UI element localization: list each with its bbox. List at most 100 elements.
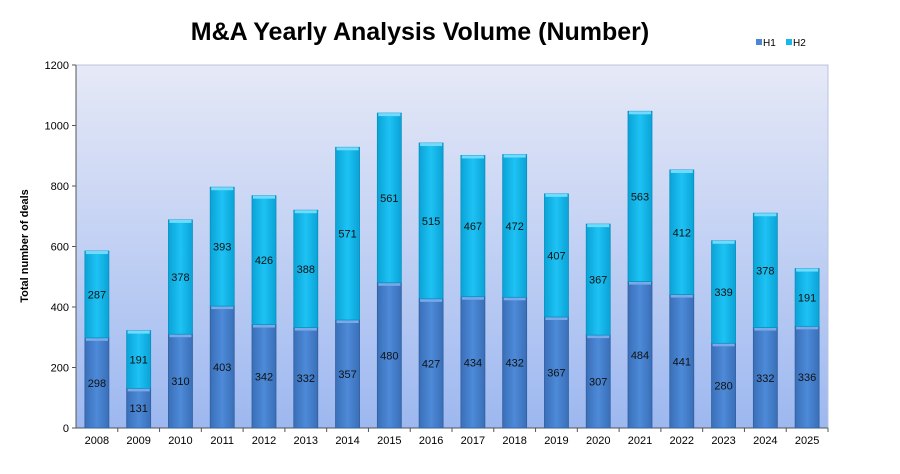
bar-highlight <box>670 294 693 298</box>
bar-h1-2014 <box>335 319 360 429</box>
bar-highlight <box>503 297 526 301</box>
data-label: 515 <box>422 216 440 228</box>
bar-highlight <box>294 210 317 214</box>
data-label: 339 <box>714 287 732 299</box>
x-tick-label: 2016 <box>419 435 443 447</box>
bar-h2-2011 <box>209 186 235 307</box>
data-label: 378 <box>756 265 774 277</box>
data-label: 480 <box>380 350 398 362</box>
y-axis-label: Total number of deals <box>19 189 31 302</box>
bar-highlight <box>378 113 401 117</box>
bar-h2-2015 <box>376 112 402 284</box>
bar-highlight <box>420 298 443 302</box>
x-tick-label: 2012 <box>252 435 276 447</box>
data-label: 367 <box>589 275 607 287</box>
data-label: 403 <box>213 362 231 374</box>
bar-highlight <box>378 282 401 286</box>
bar-h1-2025 <box>794 325 820 429</box>
data-label: 342 <box>255 371 273 383</box>
bar-h1-2013 <box>293 327 319 429</box>
data-label: 467 <box>464 221 482 233</box>
bar-highlight <box>503 154 526 158</box>
bar-highlight <box>670 169 693 173</box>
x-tick-label: 2013 <box>294 435 318 447</box>
data-label: 332 <box>297 373 315 385</box>
bar-highlight <box>85 337 108 341</box>
bar-highlight <box>211 306 234 310</box>
bar-h2-2009 <box>126 330 152 389</box>
bar-highlight <box>629 111 651 115</box>
x-tick-label: 2009 <box>126 435 150 447</box>
bar-highlight <box>796 268 819 272</box>
x-tick-label: 2008 <box>85 435 109 447</box>
data-label: 298 <box>88 378 106 390</box>
bar-h1-2015 <box>376 282 402 429</box>
bar-h2-2010 <box>168 219 193 335</box>
bar-h1-2011 <box>209 305 235 429</box>
data-label: 332 <box>756 373 774 385</box>
bar-h2-2019 <box>544 193 569 318</box>
x-tick-label: 2015 <box>377 435 401 447</box>
bar-highlight <box>85 251 108 255</box>
data-label: 571 <box>338 229 356 241</box>
bar-highlight <box>587 224 610 228</box>
data-label: 427 <box>422 358 440 370</box>
x-tick-label: 2020 <box>586 435 610 447</box>
x-tick-label: 2024 <box>753 435 777 447</box>
legend-swatch-h2 <box>786 39 792 45</box>
y-tick-label: 400 <box>51 302 69 314</box>
y-tick-label: 1000 <box>45 121 69 133</box>
x-tick-label: 2018 <box>502 435 526 447</box>
data-label: 191 <box>129 354 147 366</box>
x-tick-label: 2011 <box>210 435 234 447</box>
x-tick-label: 2023 <box>711 435 735 447</box>
legend-label-h2: H2 <box>793 38 806 49</box>
bar-highlight <box>253 324 275 328</box>
data-label: 412 <box>673 227 691 239</box>
bar-highlight <box>712 343 735 347</box>
bar-highlight <box>754 213 777 217</box>
bar-highlight <box>169 219 192 223</box>
bar-highlight <box>712 240 735 244</box>
y-tick-label: 800 <box>51 181 69 193</box>
bar-h1-2009 <box>126 387 152 429</box>
data-label: 310 <box>171 376 189 388</box>
bar-h1-2024 <box>752 327 778 429</box>
data-label: 426 <box>255 255 273 267</box>
data-label: 191 <box>798 292 816 304</box>
x-tick-label: 2014 <box>335 435 359 447</box>
bar-highlight <box>754 327 777 331</box>
chart-title: M&A Yearly Analysis Volume (Number) <box>191 18 649 46</box>
bar-h1-2020 <box>585 334 611 429</box>
bar-h2-2014 <box>335 146 360 321</box>
bar-h2-2013 <box>293 209 319 328</box>
data-label: 484 <box>631 350 649 362</box>
data-label: 307 <box>589 377 607 389</box>
data-label: 432 <box>505 358 523 370</box>
data-label: 563 <box>631 191 649 203</box>
y-tick-label: 1200 <box>45 60 69 72</box>
x-tick-label: 2025 <box>795 435 819 447</box>
bar-highlight <box>461 155 484 159</box>
data-label: 378 <box>171 272 189 284</box>
bar-highlight <box>461 296 484 300</box>
bar-highlight <box>796 326 819 330</box>
bar-h1-2012 <box>251 324 277 429</box>
data-label: 280 <box>714 381 732 393</box>
bar-h1-2019 <box>544 316 569 429</box>
x-tick-label: 2017 <box>461 435 485 447</box>
bar-highlight <box>629 281 651 285</box>
x-tick-label: 2010 <box>168 435 192 447</box>
bar-h2-2025 <box>794 268 820 327</box>
bar-highlight <box>545 316 568 320</box>
data-label: 441 <box>673 356 691 368</box>
data-label: 131 <box>129 403 147 415</box>
data-label: 472 <box>505 221 523 233</box>
bar-highlight <box>336 147 359 151</box>
bar-highlight <box>336 320 359 324</box>
bar-highlight <box>294 327 317 331</box>
legend: H1 H2 <box>756 38 806 49</box>
bar-highlight <box>587 335 610 339</box>
x-tick-label: 2022 <box>670 435 694 447</box>
